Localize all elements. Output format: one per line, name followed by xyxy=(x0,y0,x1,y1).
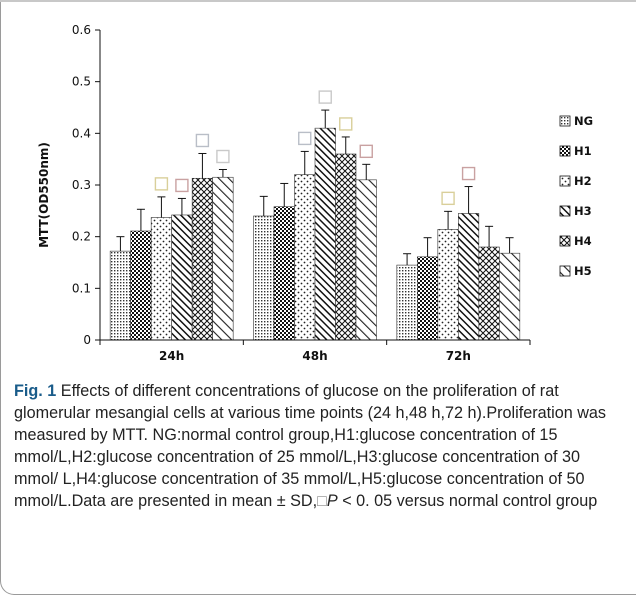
significance-marker xyxy=(154,177,169,191)
y-axis-label: MTT(OD550nm) xyxy=(37,142,51,248)
bar xyxy=(171,214,193,341)
caption-significance-symbol: □ xyxy=(317,492,327,510)
significance-marker xyxy=(461,166,476,181)
bar xyxy=(150,217,172,341)
significance-marker xyxy=(195,133,210,148)
bar-chart: MTT(OD550nm) 0 0.1 0.2 0.3 0.4 0.5 0.6 24h 48h 7… xyxy=(37,23,593,363)
x-axis-ticks: 24h 48h 72h xyxy=(99,339,531,363)
bar xyxy=(335,153,357,341)
y-tick-label: 0.5 xyxy=(72,75,91,89)
x-tick-label: 72h xyxy=(446,349,471,363)
caption-p-letter: P xyxy=(326,492,338,510)
legend-swatch xyxy=(559,175,571,187)
bar xyxy=(191,177,213,341)
caption-text-end: < 0. 05 versus normal control group xyxy=(337,492,598,510)
bar xyxy=(417,256,439,341)
legend-swatch xyxy=(559,145,571,157)
legend-label: H1 xyxy=(574,144,592,158)
bar xyxy=(478,246,500,341)
caption-text: Effects of different concentrations of g… xyxy=(14,382,607,510)
x-tick-label: 24h xyxy=(159,349,184,363)
bar xyxy=(437,229,459,341)
bar xyxy=(499,252,521,341)
legend-label: H3 xyxy=(574,204,592,218)
y-axis-ticks: 0 0.1 0.2 0.3 0.4 0.5 0.6 xyxy=(72,23,101,347)
figure-caption: Fig. 1 Effects of different concentratio… xyxy=(14,380,624,512)
bar xyxy=(130,230,152,341)
significance-marker xyxy=(441,191,455,206)
bar xyxy=(212,176,234,341)
significance-marker xyxy=(339,117,353,131)
bar xyxy=(109,250,131,341)
bar xyxy=(314,127,336,341)
significance-marker xyxy=(359,144,373,159)
bar xyxy=(294,174,316,341)
significance-marker xyxy=(175,178,189,193)
legend-swatch xyxy=(559,115,571,127)
significance-marker xyxy=(318,90,332,104)
y-tick-label: 0.1 xyxy=(72,281,91,295)
legend-label: H2 xyxy=(574,174,592,188)
significance-marker xyxy=(216,149,230,164)
legend-label: H5 xyxy=(574,264,592,278)
legend-label: NG xyxy=(574,114,593,128)
caption-label: Fig. 1 xyxy=(14,382,57,400)
legend-swatch xyxy=(559,235,571,247)
bar xyxy=(355,179,377,341)
y-tick-label: 0.3 xyxy=(72,178,91,192)
bar xyxy=(458,213,480,341)
bar xyxy=(396,264,418,341)
y-tick-label: 0.2 xyxy=(72,230,91,244)
legend-swatch xyxy=(559,205,571,217)
top-rule xyxy=(0,0,636,2)
significance-marker xyxy=(298,131,312,146)
legend-label: H4 xyxy=(574,234,592,248)
legend-swatch xyxy=(559,265,571,277)
x-tick-label: 48h xyxy=(302,349,327,363)
y-tick-label: 0 xyxy=(83,333,91,347)
y-tick-label: 0.4 xyxy=(72,126,91,140)
bar xyxy=(273,206,295,341)
y-tick-label: 0.6 xyxy=(72,23,91,37)
bar xyxy=(253,215,275,341)
legend: NG H1 H2 H3 H4 H5 xyxy=(559,114,593,278)
plot-area xyxy=(109,90,521,341)
